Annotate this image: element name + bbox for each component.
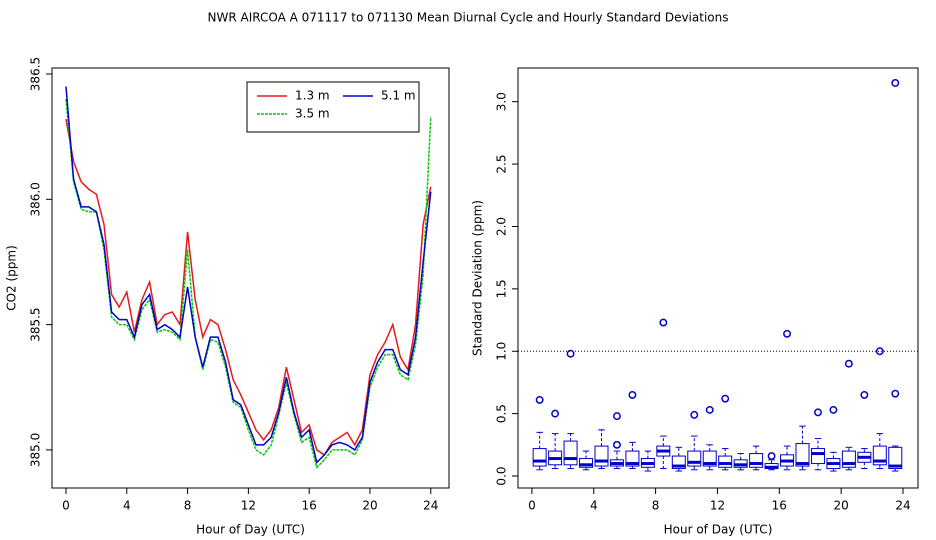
x-tick-label: 8 xyxy=(652,499,660,513)
outlier xyxy=(690,410,699,419)
box xyxy=(749,453,764,468)
x-tick-label: 16 xyxy=(302,499,317,513)
outlier xyxy=(613,412,621,421)
box xyxy=(594,445,609,467)
y-tick-label: 0.5 xyxy=(495,404,509,423)
box xyxy=(795,443,810,467)
y-tick-label: 1.0 xyxy=(495,342,509,361)
outlier xyxy=(891,79,900,87)
box xyxy=(888,446,903,470)
line-series xyxy=(65,86,432,464)
outlier xyxy=(659,318,668,327)
x-axis-label: Hour of Day (UTC) xyxy=(664,523,773,537)
y-tick-label: 385.0 xyxy=(29,433,43,467)
x-tick-label: 4 xyxy=(123,499,131,513)
y-axis-label: CO2 (ppm) xyxy=(5,245,19,311)
y-tick-label: 2.5 xyxy=(495,155,509,174)
y-tick-label: 2.0 xyxy=(495,217,509,236)
box xyxy=(532,448,547,467)
y-tick-label: 3.0 xyxy=(495,92,509,111)
box xyxy=(579,458,594,468)
outlier xyxy=(721,394,730,403)
y-tick-label: 0.0 xyxy=(495,466,509,485)
outlier xyxy=(551,409,560,418)
x-tick-label: 16 xyxy=(772,499,787,513)
x-tick-label: 4 xyxy=(590,499,598,513)
x-axis-label: Hour of Day (UTC) xyxy=(196,523,305,537)
outlier xyxy=(535,395,544,404)
y-axis-label: Standard Deviation (ppm) xyxy=(471,200,485,356)
legend-label: 3.5 m xyxy=(295,107,330,121)
legend-box xyxy=(246,81,420,133)
outlier xyxy=(613,440,621,449)
plot-frame xyxy=(51,67,450,489)
box xyxy=(810,448,825,465)
x-tick-label: 0 xyxy=(528,499,536,513)
outlier xyxy=(860,390,869,399)
x-tick-label: 8 xyxy=(184,499,192,513)
outlier xyxy=(628,390,637,399)
box xyxy=(718,455,733,468)
outlier xyxy=(875,347,884,356)
box xyxy=(563,440,578,466)
x-tick-label: 12 xyxy=(241,499,256,513)
outlier xyxy=(829,405,838,414)
outlier xyxy=(566,349,575,358)
plot-frame xyxy=(517,67,919,489)
x-tick-label: 0 xyxy=(62,499,70,513)
outlier xyxy=(705,405,714,414)
y-tick-label: 385.5 xyxy=(29,307,43,341)
x-tick-label: 24 xyxy=(895,499,910,513)
x-tick-label: 20 xyxy=(834,499,849,513)
legend-label: 1.3 m xyxy=(295,89,330,103)
outlier xyxy=(844,359,853,368)
outlier xyxy=(814,408,822,417)
y-tick-label: 386.5 xyxy=(29,57,43,91)
y-tick-label: 1.5 xyxy=(495,279,509,298)
figure-title: NWR AIRCOA A 071117 to 071130 Mean Diurn… xyxy=(208,11,729,25)
x-tick-label: 24 xyxy=(423,499,438,513)
outlier xyxy=(891,389,900,398)
x-tick-label: 20 xyxy=(362,499,377,513)
y-tick-label: 386.0 xyxy=(29,182,43,216)
x-tick-label: 12 xyxy=(710,499,725,513)
outlier xyxy=(783,329,791,338)
outlier xyxy=(767,452,776,461)
legend-label: 5.1 m xyxy=(381,89,416,103)
line-series xyxy=(65,118,432,456)
